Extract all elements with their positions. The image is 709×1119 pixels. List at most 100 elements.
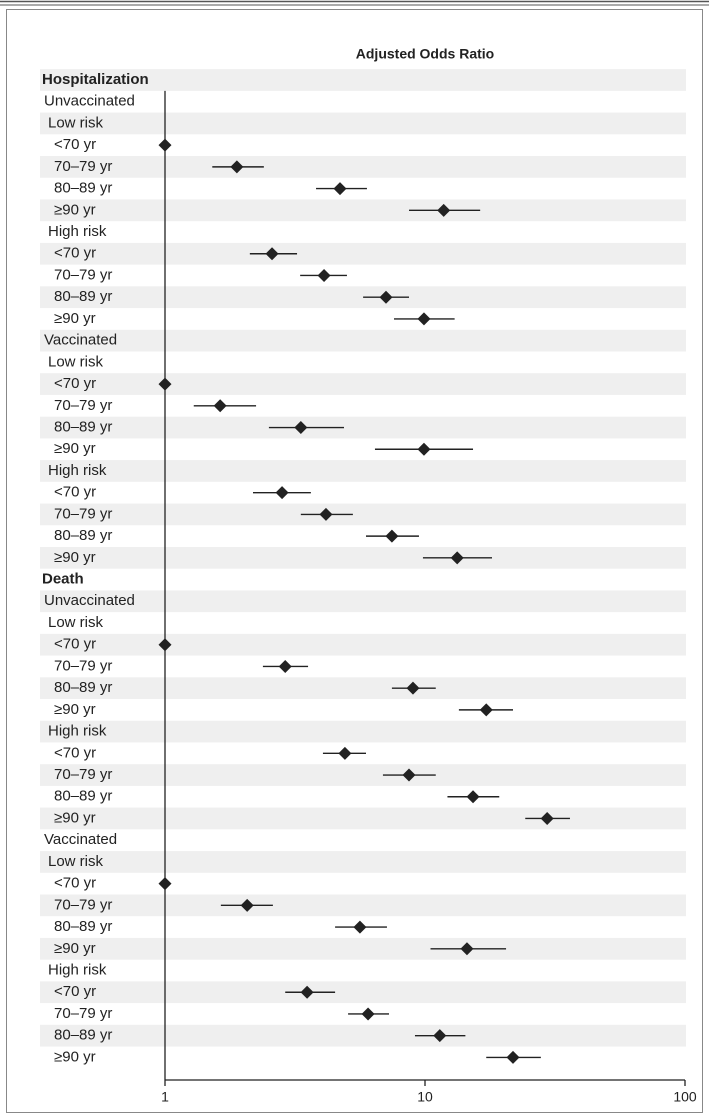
odds-ratio-marker (294, 421, 308, 435)
odds-ratio-marker (466, 790, 480, 804)
odds-ratio-marker (158, 877, 172, 891)
frame (6, 9, 703, 1113)
odds-ratio-marker (479, 703, 493, 717)
row-label: 70–79 yr (54, 266, 112, 283)
odds-ratio-marker (158, 638, 172, 652)
row-label: 70–79 yr (54, 766, 112, 783)
odds-ratio-marker (338, 746, 352, 760)
row-label: 70–79 yr (54, 158, 112, 175)
section-label: Hospitalization (42, 71, 149, 88)
risk-label: High risk (48, 961, 107, 978)
row-label: <70 yr (54, 636, 96, 653)
row-label: 70–79 yr (54, 505, 112, 522)
row-shade (40, 677, 686, 700)
row-label: <70 yr (54, 744, 96, 761)
row-shade (40, 329, 686, 352)
row-label: <70 yr (54, 875, 96, 892)
odds-ratio-marker (437, 203, 451, 217)
row-shade (40, 937, 686, 960)
odds-ratio-marker (265, 247, 279, 261)
odds-ratio-marker (540, 811, 554, 825)
row-label: <70 yr (54, 375, 96, 392)
risk-label: Low risk (48, 614, 104, 631)
odds-ratio-marker (158, 138, 172, 152)
odds-ratio-marker (406, 681, 420, 695)
row-label: <70 yr (54, 484, 96, 501)
row-shade (40, 286, 686, 309)
row-shade (40, 156, 686, 178)
odds-ratio-marker (433, 1029, 447, 1043)
row-label: ≥90 yr (54, 310, 96, 327)
row-shade (40, 894, 686, 917)
risk-label: High risk (48, 723, 107, 740)
row-label: 80–89 yr (54, 1027, 112, 1044)
row-label: <70 yr (54, 983, 96, 1000)
risk-label: Low risk (48, 114, 104, 131)
odds-ratio-marker (353, 920, 367, 934)
row-shade (40, 720, 686, 743)
row-label: 70–79 yr (54, 397, 112, 414)
odds-ratio-marker (319, 507, 333, 521)
risk-label: High risk (48, 462, 107, 479)
odds-ratio-marker (385, 529, 399, 543)
odds-ratio-marker (460, 942, 474, 956)
row-shade (40, 242, 686, 265)
row-shade (40, 373, 686, 395)
row-label: ≥90 yr (54, 701, 96, 718)
row-backgrounds (40, 69, 686, 1047)
x-tick-label: 10 (417, 1089, 433, 1105)
odds-ratio-marker (317, 268, 331, 282)
odds-ratio-marker (506, 1050, 520, 1064)
row-label: 80–89 yr (54, 679, 112, 696)
row-label: 70–79 yr (54, 896, 112, 913)
row-label: 80–89 yr (54, 788, 112, 805)
chart-title: Adjusted Odds Ratio (356, 46, 494, 62)
row-shade (40, 981, 686, 1004)
row-shade (40, 546, 686, 569)
odds-ratio-marker (213, 399, 227, 413)
row-label: ≥90 yr (54, 201, 96, 218)
row-shade (40, 851, 686, 873)
odds-ratio-marker (240, 898, 254, 912)
row-shade (40, 416, 686, 439)
section-label: Death (42, 571, 84, 588)
odds-ratio-marker (275, 486, 289, 500)
row-label: ≥90 yr (54, 940, 96, 957)
row-label: 80–89 yr (54, 418, 112, 435)
odds-ratio-marker (300, 985, 314, 999)
odds-ratio-marker (417, 312, 431, 326)
row-label: ≥90 yr (54, 1048, 96, 1065)
row-shade (40, 1024, 686, 1047)
odds-ratio-marker (379, 290, 393, 304)
row-shade (40, 69, 686, 91)
group-label: Vaccinated (44, 831, 117, 848)
row-shade (40, 503, 686, 526)
row-label: 70–79 yr (54, 657, 112, 674)
row-shade (40, 112, 686, 135)
odds-ratio-marker (158, 377, 172, 391)
row-label: ≥90 yr (54, 809, 96, 826)
row-label: 80–89 yr (54, 180, 112, 197)
odds-ratio-marker (278, 659, 292, 673)
odds-ratio-marker (361, 1007, 375, 1021)
risk-label: High risk (48, 223, 107, 240)
row-label: ≥90 yr (54, 549, 96, 566)
row-shade (40, 199, 686, 222)
odds-ratio-marker (450, 551, 464, 565)
row-label: 70–79 yr (54, 1005, 112, 1022)
row-shade (40, 460, 686, 482)
odds-ratio-marker (402, 768, 416, 782)
row-label: 80–89 yr (54, 527, 112, 544)
risk-label: Low risk (48, 353, 104, 370)
odds-ratio-marker (333, 182, 347, 196)
risk-label: Low risk (48, 853, 104, 870)
odds-ratio-marker (417, 442, 431, 456)
row-shade (40, 590, 686, 613)
row-shade (40, 764, 686, 786)
group-label: Unvaccinated (44, 93, 135, 110)
x-tick-label: 100 (673, 1089, 697, 1105)
row-label: 80–89 yr (54, 918, 112, 935)
row-label: <70 yr (54, 245, 96, 262)
row-shade (40, 807, 686, 830)
